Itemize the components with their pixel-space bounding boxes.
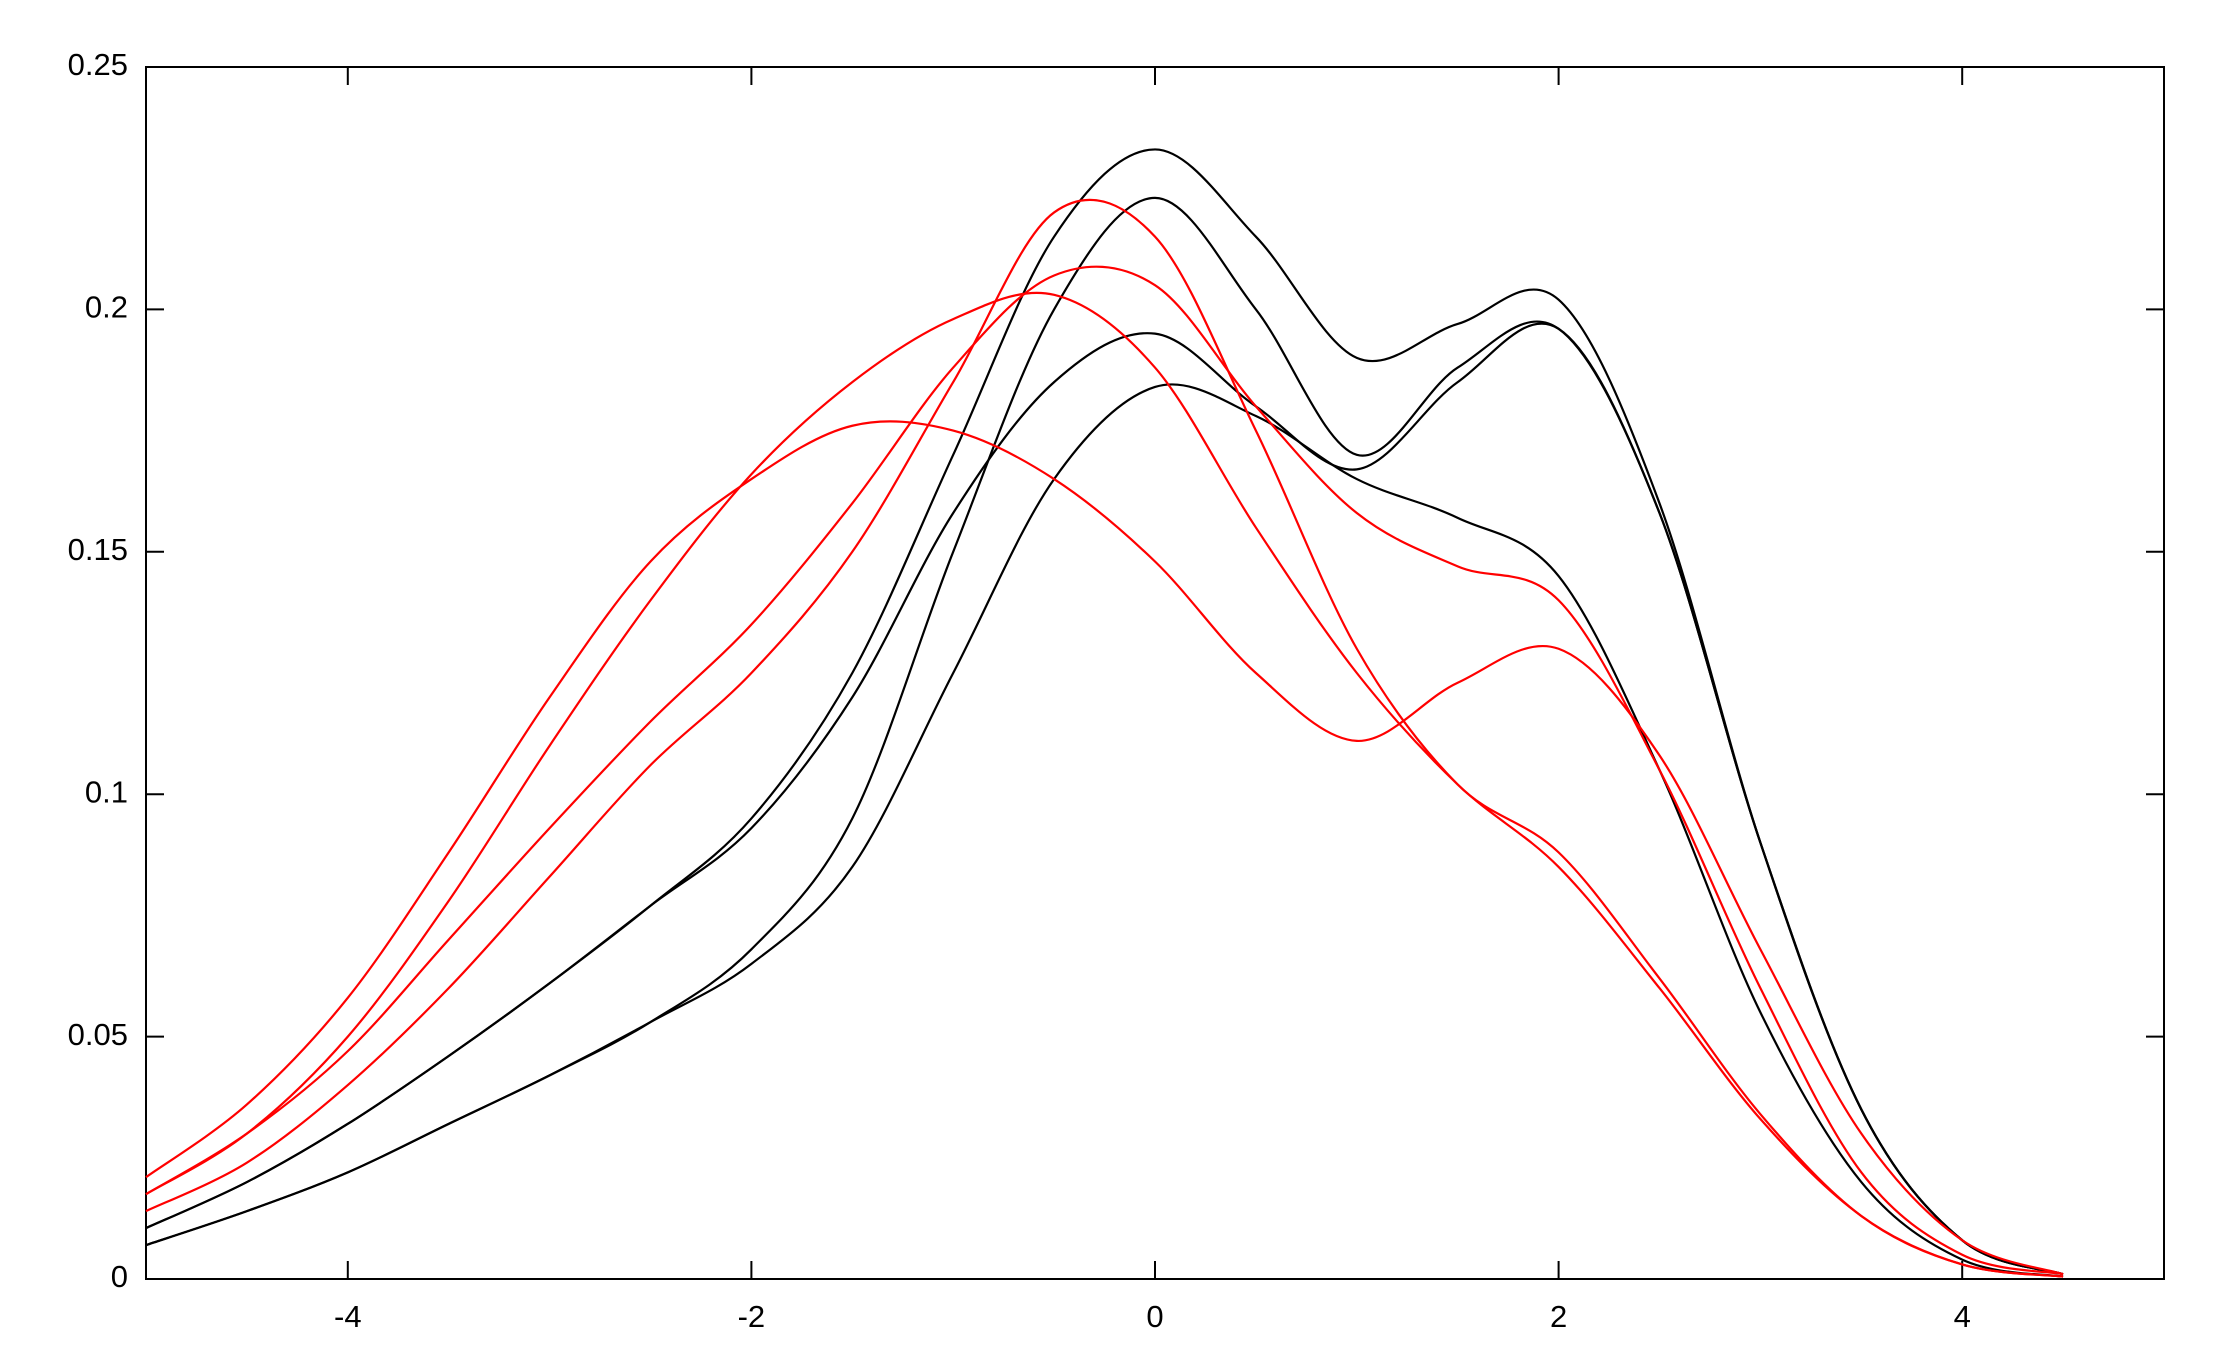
y-tick-label: 0.1: [85, 774, 128, 809]
x-tick-label: -2: [738, 1299, 766, 1334]
x-tick-label: 4: [1954, 1299, 1971, 1334]
data-line: [145, 196, 2064, 1276]
y-tick-label: 0.15: [68, 532, 128, 567]
data-line: [145, 265, 2064, 1276]
x-tick-label: 2: [1550, 1299, 1567, 1334]
y-tick-label: 0.25: [68, 47, 128, 82]
y-tick-label: 0.05: [68, 1017, 128, 1052]
y-tick-label: 0.2: [85, 290, 128, 325]
plot-frame: [145, 66, 2165, 1280]
y-tick-label: 0: [111, 1259, 128, 1294]
data-line: [145, 198, 2064, 1278]
x-tick-label: 0: [1146, 1299, 1163, 1334]
data-line: [145, 291, 2064, 1278]
data-line: [145, 322, 2064, 1276]
data-line: [145, 383, 2064, 1278]
data-line: [145, 420, 2064, 1276]
x-tick-label: -4: [334, 1299, 362, 1334]
data-line: [145, 148, 2064, 1276]
